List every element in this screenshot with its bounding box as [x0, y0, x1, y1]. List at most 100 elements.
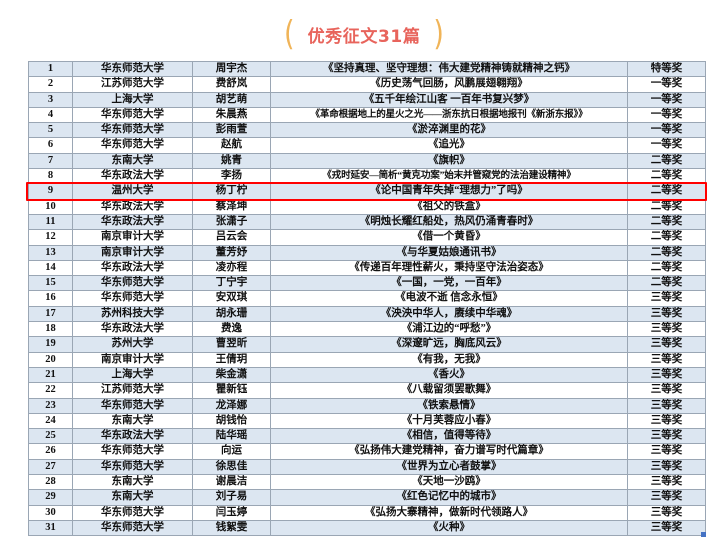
cell-index: 26 — [28, 443, 73, 460]
table-row[interactable]: 19 苏州大学 曹翌昕 《深邃旷远，胸底风云》 三等奖 — [28, 336, 706, 353]
cell-award: 二等奖 — [627, 168, 706, 185]
cell-school: 华东政法大学 — [72, 213, 193, 231]
cell-author-name: 陆华瑶 — [192, 428, 271, 445]
table-row[interactable]: 3 上海大学 胡艺萌 《五千年绘江山客 一百年书复兴梦》 一等奖 — [28, 91, 706, 108]
cell-school: 东南大学 — [72, 412, 193, 430]
cell-author-name: 吕云会 — [192, 229, 271, 246]
cell-school: 南京审计大学 — [72, 229, 193, 246]
table-row[interactable]: 26 华东师范大学 向运 《弘扬伟大建党精神，奋力谱写时代篇章》 三等奖 — [28, 443, 706, 460]
cell-essay-title: 《弘扬伟大建党精神，奋力谱写时代篇章》 — [270, 443, 628, 460]
cell-author-name: 王倩玥 — [192, 351, 271, 368]
table-row[interactable]: 11 华东政法大学 张潇子 《明烛长耀红船处，热风仍涌青春时》 二等奖 — [28, 213, 706, 231]
cell-author-name: 龙泽娜 — [192, 397, 271, 414]
cell-author-name: 徐思佳 — [192, 458, 271, 476]
table-row[interactable]: 12 南京审计大学 吕云会 《借一个黄昏》 二等奖 — [28, 229, 706, 246]
cell-school: 温州大学 — [72, 183, 193, 200]
cell-author-name: 向运 — [192, 443, 271, 460]
table-row[interactable]: 21 上海大学 柴金潇 《香火》 三等奖 — [28, 366, 706, 384]
page-title: 优秀征文31篇 — [307, 26, 421, 47]
table-row[interactable]: 13 南京审计大学 董芳妤 《与华夏姑娘通讯书》 二等奖 — [28, 244, 706, 261]
cell-award: 一等奖 — [627, 106, 706, 124]
cell-school: 华东师范大学 — [72, 458, 193, 476]
selection-handle[interactable] — [701, 532, 706, 537]
table-row[interactable]: 15 华东师范大学 丁宁宇 《一国，一党，一百年》 二等奖 — [28, 275, 706, 292]
cell-award: 一等奖 — [627, 137, 706, 154]
table-row[interactable]: 20 南京审计大学 王倩玥 《有我，无我》 三等奖 — [28, 351, 706, 368]
table-row[interactable]: 30 华东师范大学 闫玉婷 《弘扬大寨精神，做新时代领路人》 三等奖 — [28, 504, 706, 521]
cell-index: 1 — [28, 60, 73, 78]
cell-index: 13 — [28, 244, 73, 261]
cell-essay-title: 《坚持真理、坚守理想：伟大建党精神铸就精神之钙》 — [270, 60, 628, 78]
cell-school: 上海大学 — [72, 366, 193, 384]
cell-award: 一等奖 — [627, 122, 706, 139]
cell-index: 28 — [28, 474, 73, 491]
cell-author-name: 张潇子 — [192, 213, 271, 231]
cell-index: 17 — [28, 305, 73, 323]
table-row[interactable]: 14 华东政法大学 凌亦程 《传递百年理性薪火，秉持坚守法治姿态》 二等奖 — [28, 259, 706, 277]
cell-author-name: 赵航 — [192, 137, 271, 154]
cell-essay-title: 《香火》 — [270, 366, 628, 384]
cell-school: 华东师范大学 — [72, 60, 193, 78]
cell-essay-title: 《借一个黄昏》 — [270, 229, 628, 246]
table-row[interactable]: 2 江苏师范大学 费舒岚 《历史荡气回肠，风鹏展翅翱翔》 一等奖 — [28, 76, 706, 93]
table-row[interactable]: 29 东南大学 刘子易 《红色记忆中的城市》 三等奖 — [28, 489, 706, 506]
cell-index: 14 — [28, 259, 73, 277]
cell-index: 3 — [28, 91, 73, 108]
cell-index: 11 — [28, 213, 73, 231]
cell-essay-title: 《天地一沙鸥》 — [270, 474, 628, 491]
table-row[interactable]: 5 华东师范大学 彭雨萱 《淤淬渊里的花》 一等奖 — [28, 122, 706, 139]
cell-school: 苏州大学 — [72, 336, 193, 353]
table-row[interactable]: 28 东南大学 谢晨洁 《天地一沙鸥》 三等奖 — [28, 474, 706, 491]
cell-index: 9 — [28, 183, 73, 200]
cell-author-name: 李扬 — [192, 168, 271, 185]
table-row[interactable]: 1 华东师范大学 周宇杰 《坚持真理、坚守理想：伟大建党精神铸就精神之钙》 特等奖 — [28, 60, 706, 78]
table-row[interactable]: 22 江苏师范大学 瞿新钰 《八载留须罢歌舞》 三等奖 — [28, 382, 706, 399]
cell-index: 15 — [28, 275, 73, 292]
cell-award: 三等奖 — [627, 382, 706, 399]
awards-table: 1 华东师范大学 周宇杰 《坚持真理、坚守理想：伟大建党精神铸就精神之钙》 特等奖 2 江苏… — [28, 60, 706, 537]
cell-award: 三等奖 — [627, 504, 706, 521]
table-row[interactable]: 25 华东政法大学 陆华瑶 《相信，值得等待》 三等奖 — [28, 428, 706, 445]
cell-index: 27 — [28, 458, 73, 476]
cell-essay-title: 《淤淬渊里的花》 — [270, 122, 628, 139]
awards-table-body: 1 华东师范大学 周宇杰 《坚持真理、坚守理想：伟大建党精神铸就精神之钙》 特等奖 2 江苏… — [28, 60, 706, 537]
cell-award: 三等奖 — [627, 519, 706, 537]
cell-essay-title: 《世界为立心者鼓掌》 — [270, 458, 628, 476]
cell-school: 华东政法大学 — [72, 428, 193, 445]
cell-index: 8 — [28, 168, 73, 185]
cell-index: 6 — [28, 137, 73, 154]
cell-index: 30 — [28, 504, 73, 521]
cell-award: 三等奖 — [627, 305, 706, 323]
cell-index: 10 — [28, 198, 73, 215]
table-row[interactable]: 16 华东师范大学 安双琪 《电波不逝 信念永恒》 三等奖 — [28, 290, 706, 307]
table-row[interactable]: 8 华东政法大学 李扬 《戎时延安—简析“黄克功案”始末并管窥党的法治建设精神》 二等奖 — [28, 168, 706, 185]
cell-author-name: 费逸 — [192, 321, 271, 338]
cell-school: 华东政法大学 — [72, 321, 193, 338]
document-page: ( 优秀征文31篇 ) 1 华东师范大学 周宇杰 《坚持真理、坚守理想：伟大建党精神铸… — [26, 17, 707, 537]
cell-author-name: 董芳妤 — [192, 244, 271, 261]
cell-essay-title: 《八载留须罢歌舞》 — [270, 382, 628, 399]
table-row[interactable]: 23 华东师范大学 龙泽娜 《铁索悬情》 三等奖 — [28, 397, 706, 414]
cell-essay-title: 《旗帜》 — [270, 152, 628, 170]
table-row[interactable]: 31 华东师范大学 钱絮雯 《火种》 三等奖 — [28, 519, 706, 537]
cell-author-name: 闫玉婷 — [192, 504, 271, 521]
cell-essay-title: 《有我，无我》 — [270, 351, 628, 368]
cell-school: 上海大学 — [72, 91, 193, 108]
cell-school: 江苏师范大学 — [72, 76, 193, 93]
table-row[interactable]: 9 温州大学 杨丁柠 《论中国青年失掉“理想力”了吗》 二等奖 — [28, 183, 706, 200]
cell-school: 华东师范大学 — [72, 137, 193, 154]
table-row[interactable]: 10 华东政法大学 蔡泽坤 《祖父的铁盒》 二等奖 — [28, 198, 706, 215]
table-row[interactable]: 27 华东师范大学 徐思佳 《世界为立心者鼓掌》 三等奖 — [28, 458, 706, 476]
table-row[interactable]: 24 东南大学 胡钱怡 《十月芙蓉应小春》 三等奖 — [28, 412, 706, 430]
table-row[interactable]: 4 华东师范大学 朱晨燕 《革命根据地上的星火之光——浙东抗日根据地报刊《新浙东报》》… — [28, 106, 706, 124]
cell-essay-title: 《红色记忆中的城市》 — [270, 489, 628, 506]
cell-award: 三等奖 — [627, 321, 706, 338]
cell-author-name: 彭雨萱 — [192, 122, 271, 139]
table-row[interactable]: 18 华东政法大学 费逸 《浦江边的“呼愁”》 三等奖 — [28, 321, 706, 338]
cell-school: 华东师范大学 — [72, 290, 193, 307]
table-row[interactable]: 17 苏州科技大学 胡永珊 《泱泱中华人，赓续中华魂》 三等奖 — [28, 305, 706, 323]
table-row[interactable]: 7 东南大学 姚青 《旗帜》 二等奖 — [28, 152, 706, 170]
cell-award: 三等奖 — [627, 489, 706, 506]
table-row[interactable]: 6 华东师范大学 赵航 《追光》 一等奖 — [28, 137, 706, 154]
cell-essay-title: 《电波不逝 信念永恒》 — [270, 290, 628, 307]
